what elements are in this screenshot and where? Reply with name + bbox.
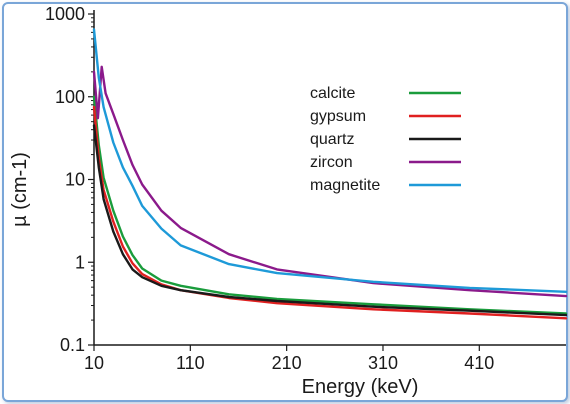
legend-label-gypsum: gypsum [310, 108, 366, 125]
legend-label-zircon: zircon [310, 154, 353, 171]
series-line-calcite [94, 97, 566, 314]
y-tick-label: 100 [55, 87, 85, 107]
x-axis-title: Energy (keV) [302, 376, 419, 398]
x-tick-label: 310 [368, 353, 398, 373]
x-tick-label: 110 [176, 353, 205, 373]
plot-lines [94, 30, 566, 319]
y-tick-label: 1 [75, 252, 85, 272]
y-tick-label: 0.1 [60, 335, 85, 355]
x-tick-label: 10 [84, 353, 104, 373]
y-tick-label: 1000 [45, 4, 85, 24]
x-tick-label: 410 [464, 353, 494, 373]
y-tick-label: 10 [65, 170, 85, 190]
legend-label-calcite: calcite [310, 85, 355, 102]
legend: calcite gypsum quartz zircon magnetite [310, 85, 461, 194]
x-tick-label: 210 [272, 353, 302, 373]
legend-label-quartz: quartz [310, 131, 354, 148]
legend-label-magnetite: magnetite [310, 177, 380, 194]
y-axis-title: µ (cm-1) [9, 152, 31, 227]
